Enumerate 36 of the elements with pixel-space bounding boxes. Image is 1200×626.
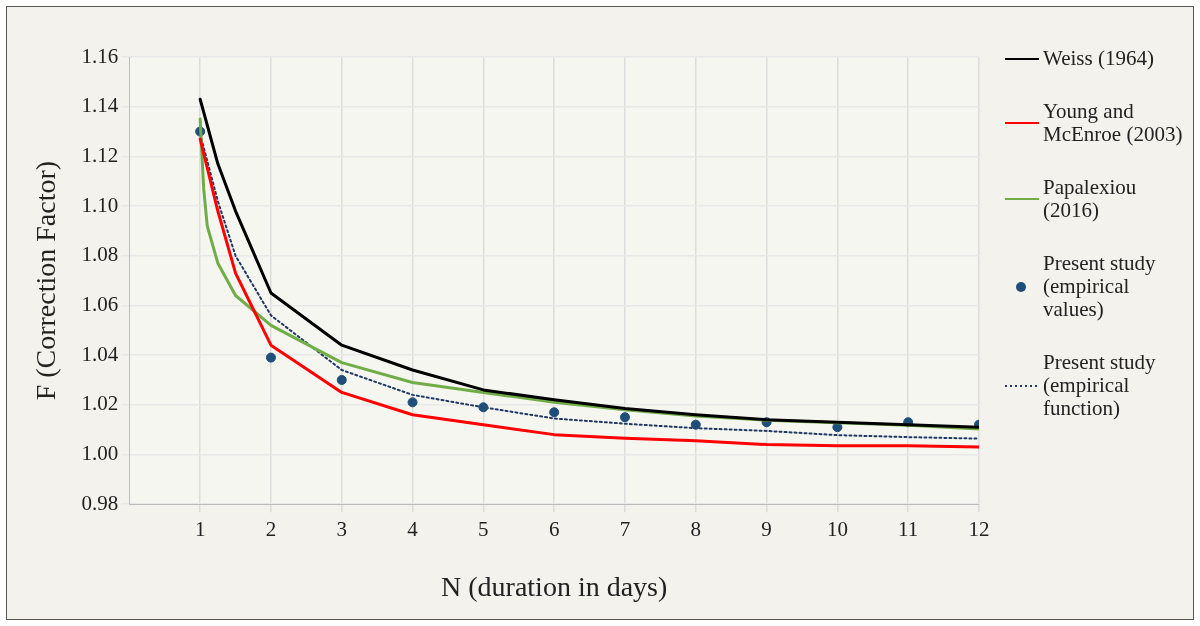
y-tick-label: 1.08	[81, 242, 119, 267]
x-tick-label: 1	[194, 517, 206, 542]
x-tick-label: 2	[265, 517, 277, 542]
y-tick-label: 1.02	[81, 391, 119, 416]
x-tick-label: 12	[968, 517, 990, 542]
x-tick-label: 4	[407, 517, 419, 542]
y-tick-label: 1.04	[81, 341, 119, 366]
legend-label: Weiss (1964)	[1043, 46, 1154, 70]
y-tick-label: 1.12	[81, 142, 119, 167]
y-tick-label: 1.10	[81, 192, 119, 217]
y-tick-label: 1.14	[81, 93, 119, 118]
point	[619, 412, 630, 423]
point	[478, 402, 489, 413]
y-tick-label: 0.98	[81, 490, 119, 515]
x-tick-label: 9	[761, 517, 772, 542]
x-tick-label: 3	[336, 517, 348, 542]
legend-label: Young and McEnroe (2003)	[1043, 99, 1184, 146]
legend-label: Present study (empirical values)	[1043, 251, 1157, 321]
point	[265, 352, 276, 363]
x-tick-label: 10	[826, 517, 848, 542]
x-axis-title: N (duration in days)	[441, 570, 668, 602]
y-axis-title: F (Correction Factor)	[30, 160, 62, 401]
y-tick-label: 1.06	[81, 291, 119, 316]
y-tick-label: 1.00	[81, 441, 119, 466]
y-tick-label: 1.16	[81, 43, 119, 68]
x-tick-label: 7	[619, 517, 631, 542]
x-tick-label: 5	[478, 517, 489, 542]
x-tick-label: 6	[548, 517, 560, 542]
legend-label: Papalexiou (2016)	[1043, 175, 1138, 222]
point	[336, 374, 347, 385]
point	[690, 419, 701, 430]
point	[549, 407, 560, 418]
legend-label: Present study (empirical function)	[1043, 350, 1157, 420]
point	[407, 397, 418, 408]
x-tick-label: 8	[690, 517, 702, 542]
x-tick-label: 11	[898, 517, 919, 542]
